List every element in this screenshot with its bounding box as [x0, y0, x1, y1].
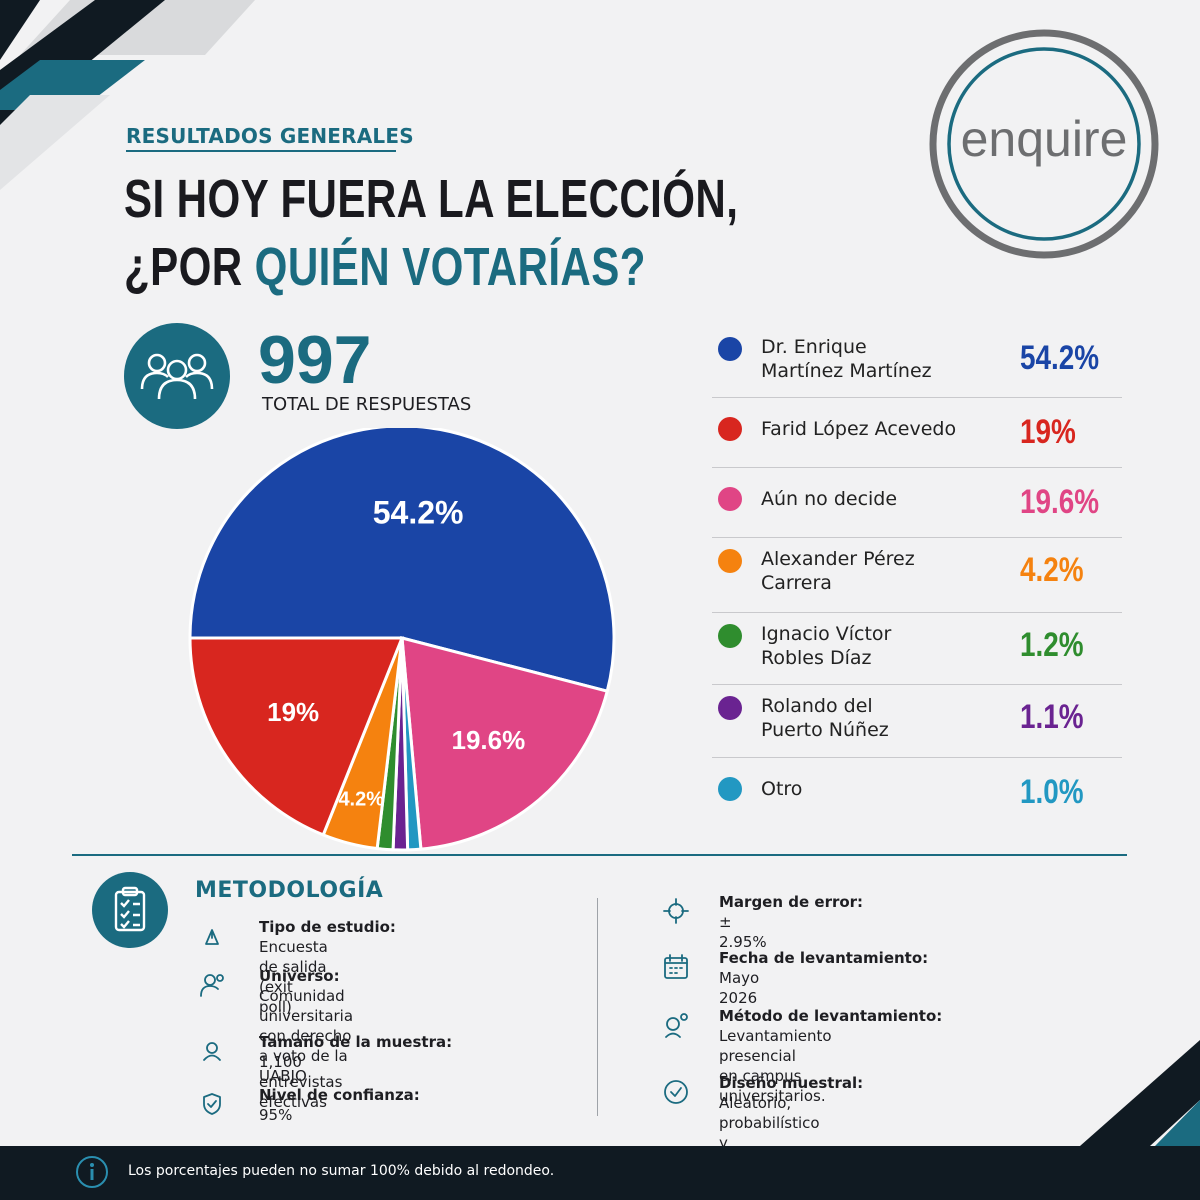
people-group-icon — [124, 323, 230, 429]
interview-icon — [665, 1013, 688, 1038]
pen-nib-icon — [205, 929, 219, 945]
legend-color-dot — [718, 696, 742, 720]
target-icon — [663, 898, 689, 924]
legend-value: 1.1% — [1020, 698, 1084, 736]
kicker-underline — [126, 150, 396, 152]
check-circle-icon — [664, 1080, 688, 1104]
legend-color-dot — [718, 417, 742, 441]
pie-slice-1 — [188, 428, 616, 694]
info-icon — [76, 1156, 108, 1188]
methodology-label: Método de levantamiento: — [719, 1007, 943, 1025]
legend-value: 19% — [1020, 413, 1076, 451]
legend-color-dot — [718, 777, 742, 801]
enquire-logo: enquire — [929, 29, 1159, 259]
legend-value: 1.0% — [1020, 773, 1084, 811]
methodology-label: Margen de error: — [719, 893, 864, 911]
legend-item: Alexander Pérez Carrera 4.2% — [712, 537, 1122, 613]
legend-value: 54.2% — [1020, 339, 1100, 377]
legend-item: Rolando del Puerto Núñez 1.1% — [712, 684, 1122, 758]
legend-color-dot — [718, 487, 742, 511]
pie-slice-label-2: 19.6% — [451, 725, 525, 755]
title-prefix: ¿POR — [124, 237, 255, 297]
legend-item: Ignacio Víctor Robles Díaz 1.2% — [712, 612, 1122, 685]
methodology-value: 1,100 entrevistas efectivas — [259, 1053, 343, 1111]
legend-label: Otro — [761, 778, 803, 800]
page-title-line1: SI HOY FUERA LA ELECCIÓN, — [124, 169, 739, 229]
legend-item: Dr. Enrique Martínez Martínez 54.2% — [712, 325, 1122, 398]
legend-item: Otro 1.0% — [712, 757, 1122, 817]
methodology-value: Encuesta de salida (exit poll) — [259, 938, 328, 1016]
methodology-label: Fecha de levantamiento: — [719, 949, 929, 967]
total-responses-value: 997 — [258, 322, 372, 398]
pie-slice-label-7: 19% — [267, 697, 319, 727]
total-responses-label: TOTAL DE RESPUESTAS — [262, 394, 472, 415]
calendar-icon — [664, 954, 688, 979]
legend-item: Farid López Acevedo 19% — [712, 397, 1122, 468]
methodology-label: Universo: — [259, 967, 340, 985]
legend-label: Alexander Pérez Carrera — [761, 548, 915, 594]
methodology-title: METODOLOGÍA — [195, 878, 384, 903]
legend-label: Farid López Acevedo — [761, 418, 957, 440]
pie-chart: 54.2% 19.6% 4.2% 19% — [188, 428, 616, 852]
methodology-column-divider — [597, 898, 598, 1116]
clipboard-checklist-icon — [92, 872, 168, 948]
footer-bar — [0, 1146, 1200, 1200]
pie-slice-2 — [400, 636, 610, 851]
legend-item: Aún no decide 19.6% — [712, 467, 1122, 538]
svg-text:enquire: enquire — [961, 111, 1128, 167]
legend-color-dot — [718, 549, 742, 573]
methodology-label: Nivel de confianza: — [259, 1086, 420, 1104]
footer-note: Los porcentajes pueden no sumar 100% deb… — [128, 1163, 555, 1179]
shield-check-icon — [203, 1093, 221, 1115]
title-highlight: QUIÉN VOTARÍAS? — [254, 237, 646, 297]
legend-label: Rolando del Puerto Núñez — [761, 695, 889, 741]
legend-color-dot — [718, 337, 742, 361]
legend-color-dot — [718, 624, 742, 648]
pie-slice-label-6: 4.2% — [338, 788, 384, 810]
pie-slice-label-1: 54.2% — [373, 494, 464, 530]
user-circle-icon — [203, 1042, 221, 1061]
legend-value: 4.2% — [1020, 551, 1084, 589]
methodology-label: Tamaño de la muestra: — [259, 1033, 453, 1051]
users-check-icon — [200, 974, 224, 997]
legend-value: 1.2% — [1020, 626, 1084, 664]
methodology-label: Tipo de estudio: — [259, 918, 396, 936]
page-title-line2: ¿POR QUIÉN VOTARÍAS? — [124, 236, 646, 298]
methodology-value: Levantamiento presencial en campus unive… — [719, 1027, 832, 1105]
methodology-value: ± 2.95% — [719, 913, 767, 951]
legend-label: Aún no decide — [761, 488, 898, 510]
legend-label: Dr. Enrique Martínez Martínez — [761, 336, 932, 382]
pie-slice-7 — [188, 636, 405, 837]
section-divider — [72, 854, 1127, 856]
methodology-label: Diseño muestral: — [719, 1074, 864, 1092]
section-kicker: RESULTADOS GENERALES — [126, 124, 414, 148]
legend-label: Ignacio Víctor Robles Díaz — [761, 623, 892, 669]
legend-value: 19.6% — [1020, 483, 1100, 521]
methodology-value: Mayo 2026 — [719, 969, 760, 1007]
methodology-value: 95% — [259, 1106, 293, 1124]
methodology-value: Comunidad universitaria con derecho a vo… — [259, 987, 354, 1085]
